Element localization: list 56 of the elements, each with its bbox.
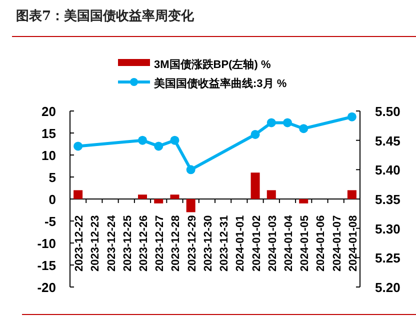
- bar: [347, 190, 356, 199]
- x-tick-label: 2023-12-25: [122, 215, 134, 272]
- x-tick-label: 2024-01-03: [266, 215, 279, 272]
- y2-tick-label: 5.45: [375, 133, 400, 148]
- y-tick-label: 20: [42, 104, 56, 119]
- point: [299, 124, 308, 134]
- bar: [170, 194, 180, 199]
- y-tick-label: -10: [37, 236, 56, 251]
- point: [186, 165, 196, 174]
- y2-tick-label: 5.50: [375, 104, 400, 119]
- y2-tick-label: 5.30: [375, 221, 400, 236]
- point: [347, 112, 356, 122]
- x-tick-label: 2023-12-27: [154, 215, 166, 272]
- y-tick-label: 10: [42, 148, 56, 163]
- bar: [154, 199, 164, 204]
- x-tick-label: 2024-01-08: [347, 215, 360, 272]
- x-tick-label: 2023-12-26: [138, 215, 150, 272]
- y2-tick-label: 5.35: [375, 192, 400, 207]
- bar: [138, 194, 147, 199]
- x-tick-label: 2023-12-31: [218, 215, 231, 272]
- y2-tick-label: 5.40: [375, 162, 400, 178]
- x-tick-label: 2023-12-30: [202, 215, 214, 272]
- point: [250, 130, 260, 139]
- bar: [250, 172, 260, 199]
- point: [266, 118, 276, 128]
- x-tick-label: 2024-01-01: [234, 215, 247, 272]
- x-tick-label: 2024-01-05: [299, 215, 312, 272]
- x-tick-label: 2024-01-07: [331, 215, 344, 272]
- bar: [186, 199, 196, 212]
- y2-tick-label: 5.25: [375, 250, 400, 266]
- bar: [266, 190, 276, 199]
- y-tick-label: -5: [44, 214, 56, 229]
- y-tick-label: 5: [48, 170, 56, 185]
- point: [154, 142, 164, 151]
- x-tick-label: 2023-12-23: [90, 215, 102, 272]
- point: [170, 136, 180, 145]
- y2-tick-label: 5.20: [375, 280, 400, 295]
- x-tick-label: 2023-12-29: [186, 215, 198, 272]
- legend-label: 3M国债涨跌BP(左轴) %: [154, 58, 271, 71]
- x-tick-label: 2023-12-24: [106, 214, 118, 272]
- y-tick-label: -20: [37, 280, 56, 295]
- y-tick-label: 0: [48, 192, 56, 207]
- point: [74, 142, 83, 151]
- bar: [299, 199, 308, 204]
- x-tick-label: 2023-12-22: [74, 215, 86, 272]
- y-tick-label: -15: [37, 258, 56, 273]
- x-tick-label: 2024-01-04: [283, 214, 295, 272]
- point: [138, 136, 147, 145]
- chart-title: 图表7：美国国债收益率周变化: [16, 8, 196, 24]
- x-tick-label: 2024-01-06: [315, 215, 328, 272]
- legend-label: 美国国债收益率曲线:3月 %: [153, 77, 287, 90]
- x-tick-label: 2023-12-28: [170, 215, 182, 272]
- x-tick-label: 2024-01-02: [250, 215, 263, 272]
- point: [283, 118, 292, 128]
- y-tick-label: 15: [42, 126, 56, 141]
- bar: [74, 190, 83, 199]
